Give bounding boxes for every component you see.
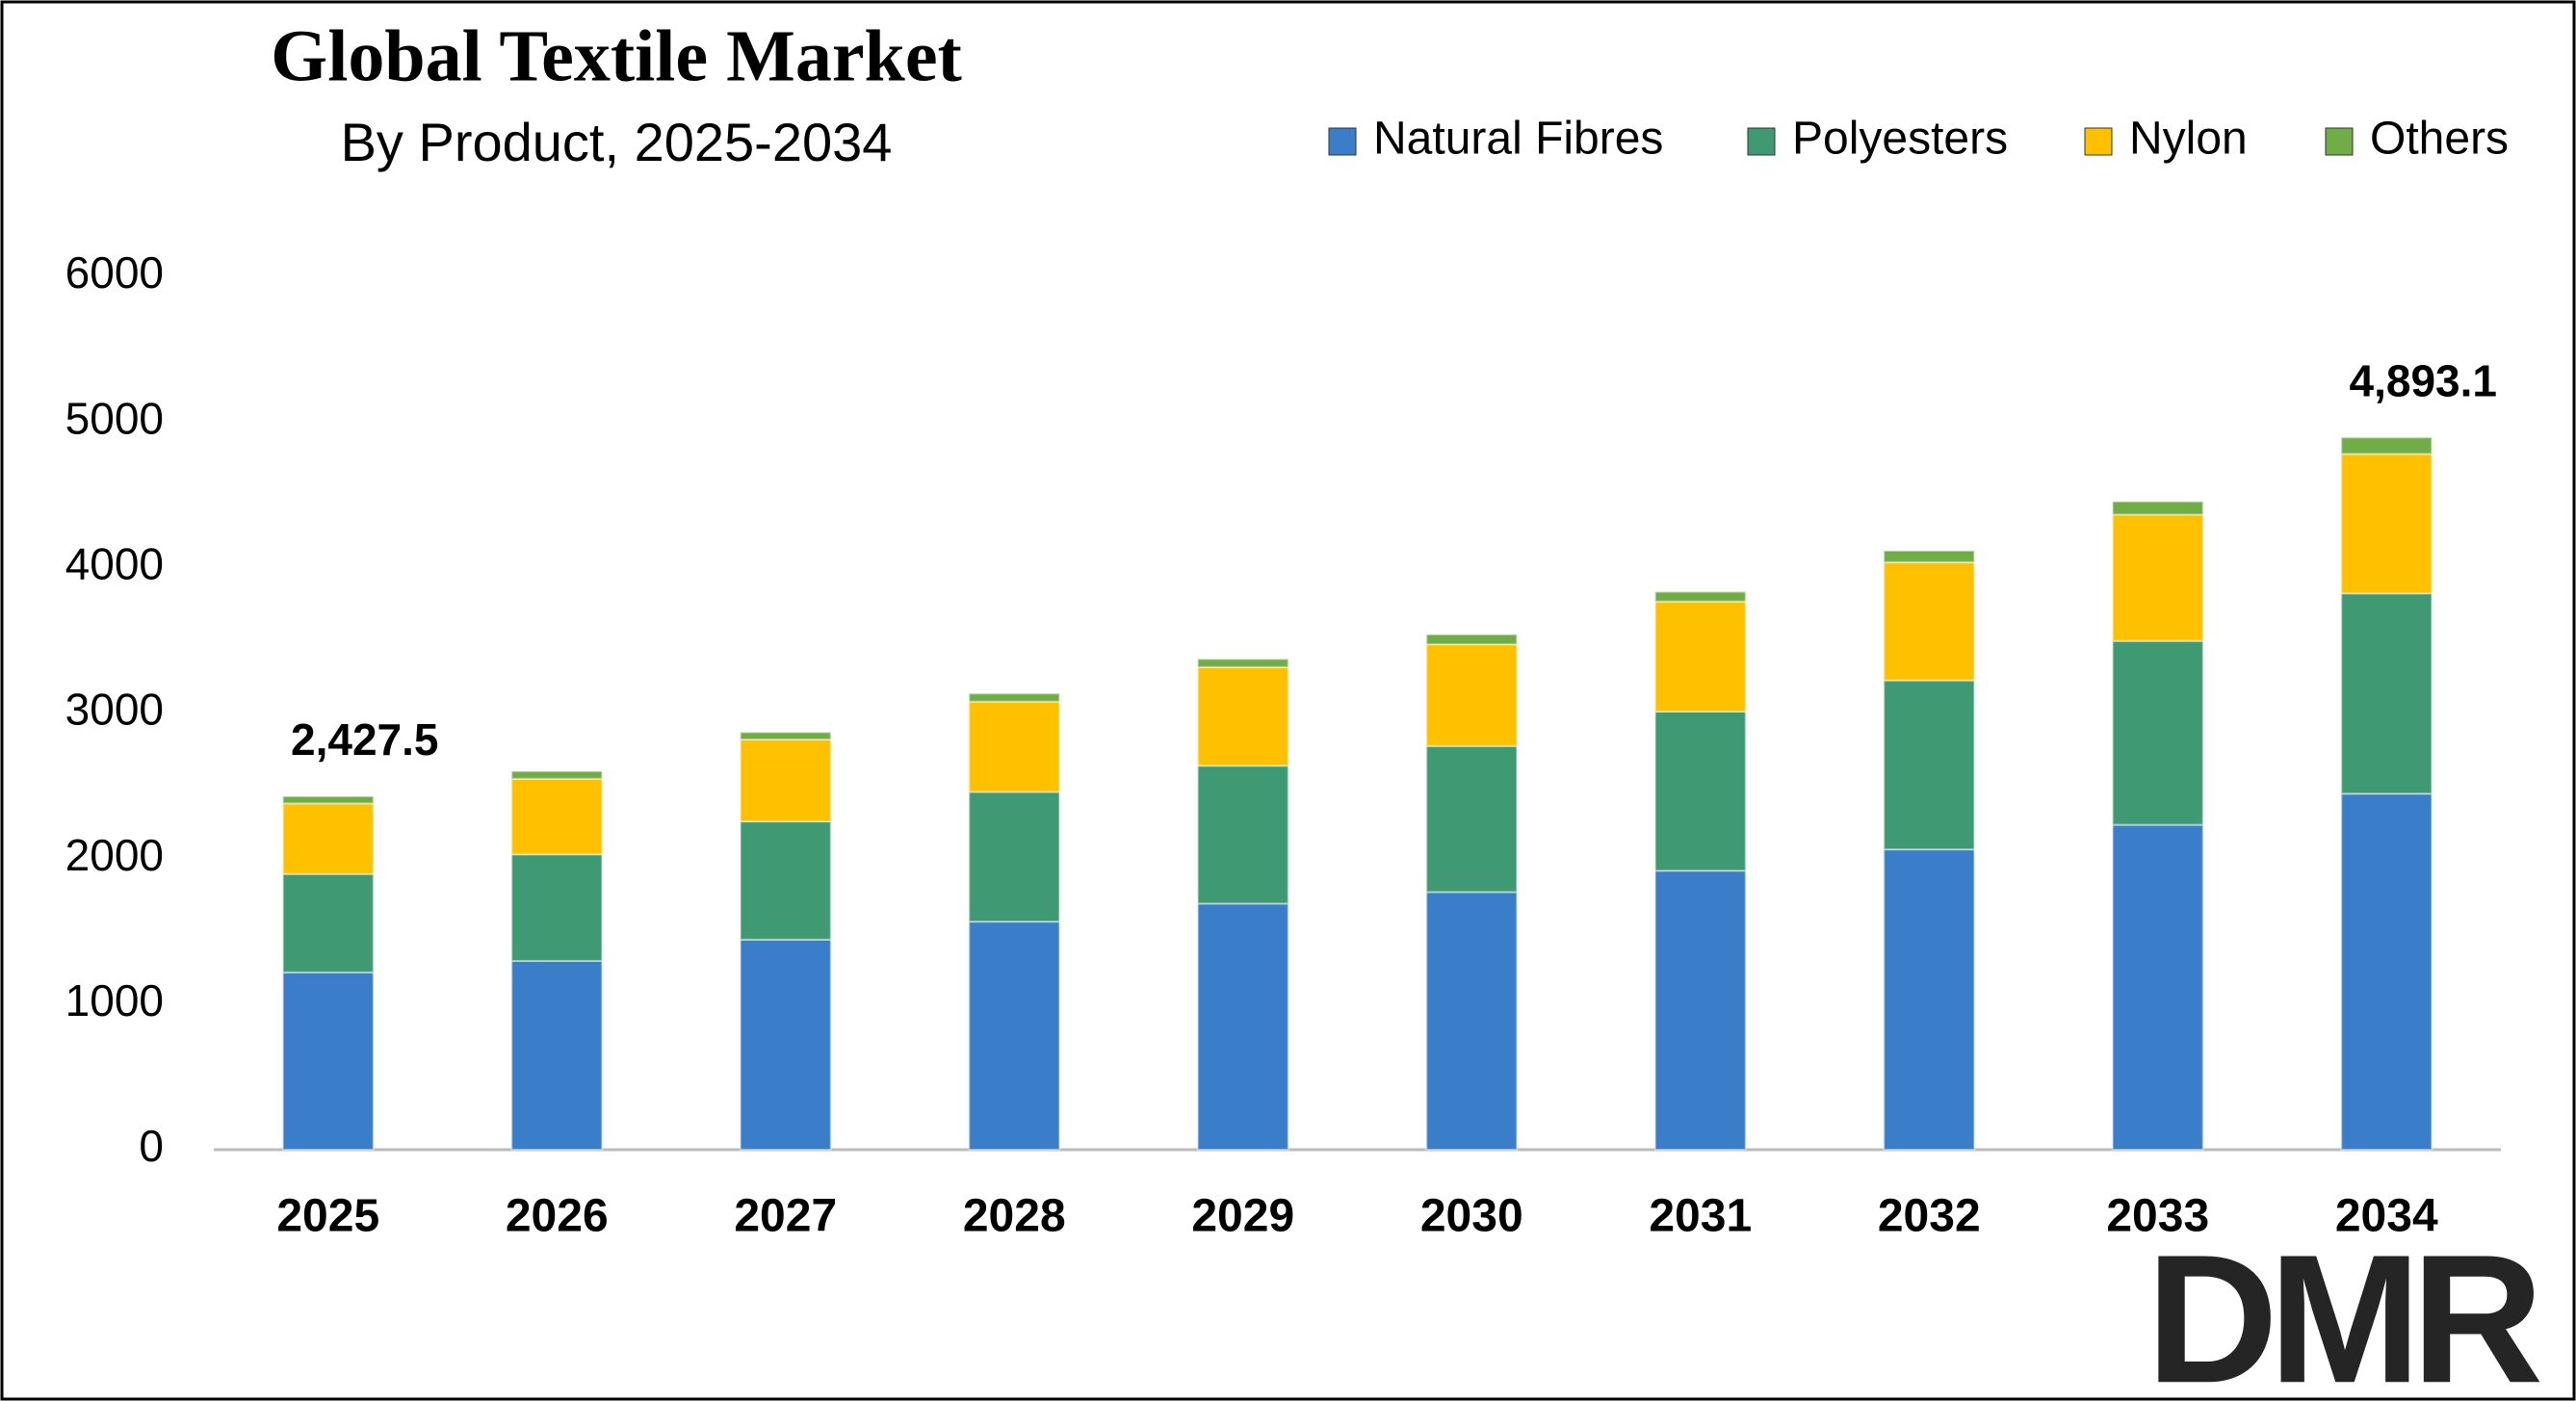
bar-segment: [1653, 600, 1747, 713]
bar-segment: [1883, 560, 1976, 682]
bar-segment: [281, 795, 375, 805]
bar-segment: [1196, 902, 1289, 1151]
bar-segment: [281, 802, 375, 875]
bar-segment: [1425, 744, 1519, 894]
bar-segment: [1883, 549, 1976, 563]
y-tick-label: 2000: [65, 830, 164, 880]
chart-subtitle: By Product, 2025-2034: [341, 112, 893, 172]
legend-label: Others: [2370, 114, 2509, 165]
bar-segment: [2340, 436, 2433, 455]
bar-segment: [1425, 633, 1519, 646]
bar-segment: [2111, 823, 2204, 1151]
bar-segment: [739, 820, 832, 941]
y-tick-label: 0: [139, 1121, 164, 1171]
legend-swatch: [2084, 127, 2113, 156]
bar-segment: [1883, 848, 1976, 1152]
x-tick-label: 2027: [734, 1191, 837, 1242]
x-tick-label: 2028: [963, 1191, 1066, 1242]
bar-segment: [1883, 679, 1976, 851]
bar-segment: [2340, 453, 2433, 595]
bar-segment: [739, 731, 832, 741]
bar-segment: [510, 777, 604, 856]
x-tick-label: 2030: [1420, 1191, 1523, 1242]
bar-segment: [1653, 710, 1747, 872]
x-tick-label: 2032: [1878, 1191, 1981, 1242]
annotation: 4,893.1: [2350, 355, 2497, 405]
bar-segment: [968, 791, 1061, 923]
bar-segment: [510, 853, 604, 962]
y-tick-label: 4000: [65, 538, 164, 588]
y-tick-label: 5000: [65, 393, 164, 443]
bar-segment: [739, 739, 832, 823]
bar-segment: [968, 921, 1061, 1151]
bar-segment: [1196, 665, 1289, 767]
bar-segment: [1196, 765, 1289, 905]
bar-segment: [2340, 792, 2433, 1151]
y-tick-label: 1000: [65, 975, 164, 1025]
x-tick-label: 2034: [2335, 1191, 2438, 1242]
bar-segment: [968, 692, 1061, 703]
bar-segment: [1425, 643, 1519, 747]
legend-swatch: [1747, 127, 1776, 156]
bar-segment: [1653, 869, 1747, 1151]
annotation: 2,427.5: [291, 714, 438, 765]
bar-segment: [510, 769, 604, 780]
legend-swatch: [2325, 127, 2354, 156]
bar-segment: [1196, 658, 1289, 668]
bar-segment: [2111, 639, 2204, 826]
bar-segment: [1425, 891, 1519, 1151]
bar-segment: [968, 700, 1061, 793]
y-tick-label: 3000: [65, 685, 164, 735]
bar-segment: [2111, 513, 2204, 642]
x-tick-label: 2033: [2106, 1191, 2209, 1242]
logo: DMR: [2147, 1217, 2540, 1401]
legend-swatch: [1328, 127, 1357, 156]
y-tick-label: 6000: [65, 247, 164, 298]
x-tick-label: 2029: [1191, 1191, 1294, 1242]
chart-title: Global Textile Market: [271, 15, 962, 96]
legend-label: Nylon: [2129, 114, 2248, 165]
x-tick-label: 2026: [506, 1191, 609, 1242]
bar-segment: [510, 959, 604, 1151]
bar-segment: [1653, 590, 1747, 603]
x-tick-label: 2031: [1649, 1191, 1752, 1242]
bar-segment: [281, 971, 375, 1152]
legend-label: Natural Fibres: [1373, 114, 1663, 165]
legend-label: Polyesters: [1792, 114, 2008, 165]
x-tick-label: 2025: [276, 1191, 379, 1242]
bar-segment: [2340, 592, 2433, 795]
bar-segment: [2111, 500, 2204, 516]
bar-segment: [739, 938, 832, 1152]
bar-segment: [281, 872, 375, 973]
